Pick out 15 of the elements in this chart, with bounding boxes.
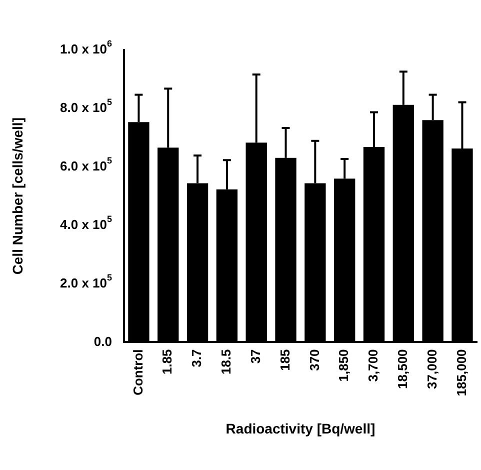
- x-axis-title: Radioactivity [Bq/well]: [226, 420, 376, 436]
- x-tick-label: 1.85: [160, 349, 175, 375]
- x-tick-label: 18.5: [218, 349, 234, 375]
- x-tick-label: 37: [248, 349, 263, 364]
- x-tick-label: 37,000: [424, 349, 440, 389]
- x-tick-label: 370: [306, 349, 322, 371]
- x-tick-label: 1,850: [336, 349, 352, 382]
- y-axis-title: Cell Number [cells/well]: [9, 118, 26, 275]
- x-tick-label: 185: [277, 349, 292, 371]
- x-tick-label: 3,700: [366, 349, 381, 382]
- x-tick-label: Control: [130, 349, 146, 396]
- x-tick-label: 18,500: [394, 349, 410, 389]
- y-tick-label: 0.0: [94, 334, 112, 349]
- x-tick-label: 185,000: [454, 349, 469, 396]
- x-tick-label: 3.7: [189, 349, 204, 368]
